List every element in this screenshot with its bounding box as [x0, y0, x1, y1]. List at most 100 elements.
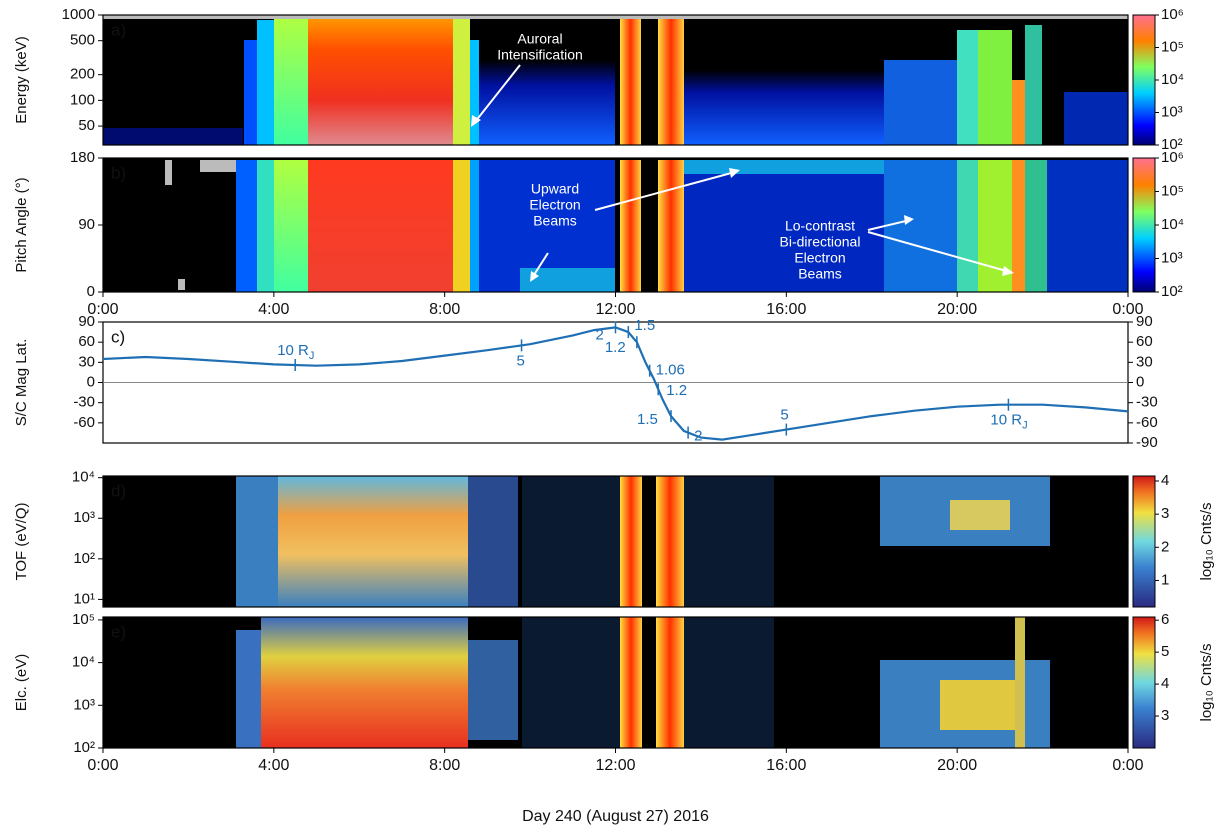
- y-tick-label: 0: [87, 283, 95, 300]
- y-tick-label: 10⁴: [72, 469, 95, 486]
- annotation: Intensification: [497, 47, 583, 63]
- y-tick-label: 10⁴: [72, 654, 95, 671]
- distance-label: 1.5: [634, 317, 655, 334]
- colorbar-tick-label: 4: [1161, 472, 1169, 489]
- distance-label: 2: [694, 428, 702, 445]
- annotation: Upward: [531, 181, 579, 197]
- distance-label: 10 RJ: [277, 342, 314, 362]
- colorbar-tick-label: 10⁴: [1161, 216, 1184, 233]
- y-tick-label: 1000: [62, 6, 95, 23]
- colorbar-tick-label: 10²: [1161, 283, 1183, 300]
- x-tick-label: 4:00: [258, 757, 289, 774]
- y-tick-label: 100: [70, 91, 95, 108]
- y-tick-label: 10²: [73, 739, 95, 756]
- spectrogram-e: [103, 617, 1128, 748]
- distance-label: 2: [596, 326, 604, 343]
- x-tick-label: 16:00: [766, 757, 806, 774]
- annotation: Lo-contrast: [785, 218, 855, 234]
- x-tick-label: 8:00: [429, 301, 460, 318]
- colorbar-tick-label: 2: [1161, 538, 1169, 555]
- x-tick-label: 12:00: [595, 301, 635, 318]
- x-tick-label: 0:00: [1112, 757, 1143, 774]
- colorbar-label: log₁₀ Cnts/s: [1198, 503, 1215, 581]
- annotation: Electron: [529, 197, 580, 213]
- colorbar-tick-label: 10⁶: [1161, 149, 1184, 166]
- distance-label: 10 RJ: [990, 412, 1027, 432]
- distance-label-text: 1.5: [634, 317, 655, 334]
- colorbar-tick-label: 10³: [1161, 249, 1183, 266]
- colorbar-tick-label: 10⁵: [1161, 182, 1184, 199]
- x-tick-label: 16:00: [766, 301, 806, 318]
- y-tick-label: 50: [78, 117, 95, 134]
- annotation: Auroral: [517, 31, 562, 47]
- colorbar-tick-label: 6: [1161, 611, 1169, 628]
- colorbar-tick-label: 4: [1161, 675, 1169, 692]
- y-axis-label: TOF (eV/Q): [13, 502, 30, 580]
- colorbar-tick-label: 5: [1161, 643, 1169, 660]
- colorbar-tick-label: 3: [1161, 505, 1169, 522]
- plot-frame: [102, 475, 1129, 608]
- colorbar-tick-label: 3: [1161, 707, 1169, 724]
- colorbar: [1132, 475, 1156, 608]
- x-tick-label: 20:00: [937, 757, 977, 774]
- y-tick-label: 30: [78, 353, 95, 370]
- spectrogram-b: [103, 158, 1128, 292]
- x-tick-label: 0:00: [87, 301, 118, 318]
- annotation: Beams: [533, 213, 577, 229]
- distance-label-sub: J: [1022, 420, 1028, 432]
- y-tick-label: 60: [78, 333, 95, 350]
- x-tick-label: 0:00: [87, 757, 118, 774]
- y2-tick-label: 30: [1136, 353, 1153, 370]
- y-tick-label: -60: [73, 414, 95, 431]
- distance-label-text: 1.2: [605, 339, 626, 356]
- y-tick-label: 10⁵: [72, 611, 95, 628]
- y-tick-label: 10³: [73, 509, 95, 526]
- y2-tick-label: -30: [1136, 394, 1158, 411]
- spectrogram-d: [103, 476, 1128, 607]
- x-tick-label: 8:00: [429, 757, 460, 774]
- distance-label-text: 5: [517, 352, 525, 369]
- spectrogram-a: [103, 15, 1128, 145]
- y-tick-label: 90: [78, 216, 95, 233]
- colorbar: [1132, 157, 1156, 293]
- x-tick-label: 12:00: [595, 757, 635, 774]
- colorbar-tick-label: 10⁶: [1161, 6, 1184, 23]
- colorbar: [1132, 14, 1156, 146]
- panel-label: d): [111, 481, 126, 500]
- y2-tick-label: -90: [1136, 434, 1158, 451]
- y-tick-label: 10²: [73, 550, 95, 567]
- distance-label: 5: [780, 407, 788, 424]
- y2-tick-label: -60: [1136, 414, 1158, 431]
- panel-label: a): [111, 20, 126, 39]
- distance-label-text: 5: [780, 407, 788, 424]
- distance-label: 1.2: [605, 339, 626, 356]
- colorbar: [1132, 616, 1156, 749]
- y-tick-label: 500: [70, 32, 95, 49]
- y2-tick-label: 90: [1136, 313, 1153, 330]
- plot-frame: [102, 14, 1129, 146]
- y2-tick-label: 60: [1136, 333, 1153, 350]
- colorbar-tick-label: 10⁴: [1161, 71, 1184, 88]
- y-tick-label: -30: [73, 394, 95, 411]
- distance-label-text: 1.5: [637, 411, 658, 428]
- distance-label: 1.06: [656, 362, 685, 379]
- y-axis-label: Energy (keV): [13, 36, 30, 124]
- x-tick-label: 20:00: [937, 301, 977, 318]
- y-tick-label: 0: [87, 373, 95, 390]
- x-tick-label: 4:00: [258, 301, 289, 318]
- panel-label: b): [111, 163, 126, 182]
- colorbar-tick-label: 10²: [1161, 136, 1183, 153]
- annotation: Bi-directional: [780, 234, 861, 250]
- distance-label: 1.2: [666, 382, 687, 399]
- y-axis-label: Pitch Angle (°): [13, 177, 30, 272]
- annotation: Electron: [794, 250, 845, 266]
- y-tick-label: 10¹: [73, 590, 95, 607]
- distance-label: 5: [517, 352, 525, 369]
- x-axis-label: Day 240 (August 27) 2016: [522, 808, 709, 825]
- colorbar-tick-label: 10³: [1161, 103, 1183, 120]
- distance-label-text: 1.2: [666, 382, 687, 399]
- colorbar-tick-label: 10⁵: [1161, 38, 1184, 55]
- y-tick-label: 180: [70, 149, 95, 166]
- distance-label-text: 2: [694, 428, 702, 445]
